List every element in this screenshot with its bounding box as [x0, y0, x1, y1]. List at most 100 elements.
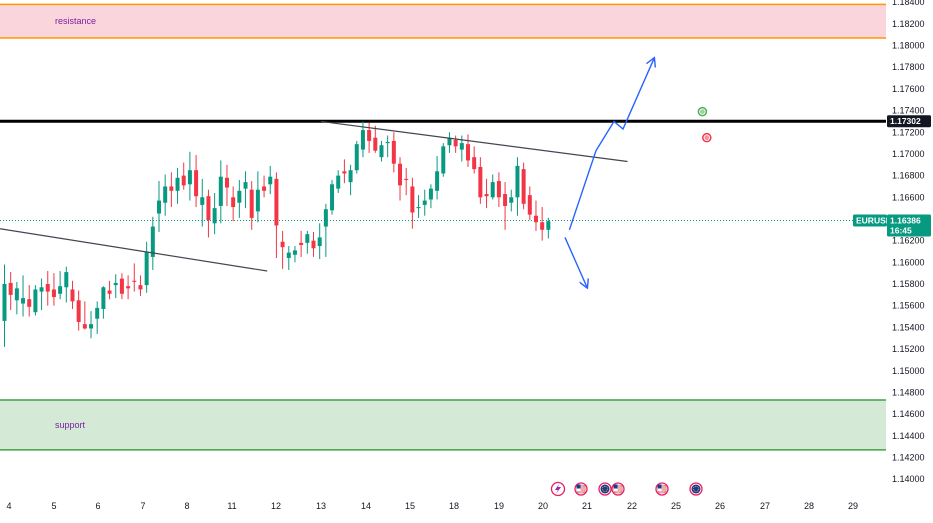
candle-body[interactable] [70, 289, 75, 302]
candle-body[interactable] [472, 157, 477, 170]
candle-body[interactable] [95, 307, 100, 319]
candle-body[interactable] [441, 146, 446, 174]
candle-body[interactable] [51, 289, 56, 298]
candle-body[interactable] [33, 289, 38, 313]
candle-body[interactable] [466, 144, 470, 161]
candle-body[interactable] [416, 207, 421, 209]
candle-body[interactable] [323, 209, 328, 227]
lower-trendline[interactable] [0, 228, 268, 272]
candle-body[interactable] [274, 178, 279, 226]
candle-body[interactable] [76, 300, 81, 322]
candle-body[interactable] [533, 215, 538, 223]
candle-body[interactable] [515, 165, 520, 198]
candle-body[interactable] [509, 197, 514, 203]
candle-body[interactable] [138, 285, 143, 290]
candle-body[interactable] [484, 194, 489, 197]
candle-body[interactable] [126, 286, 131, 289]
candle-body[interactable] [379, 145, 384, 158]
candle-body[interactable] [280, 241, 285, 248]
candle-body[interactable] [435, 171, 440, 191]
eu-event-icon[interactable] [598, 482, 612, 496]
candle-body[interactable] [410, 186, 415, 213]
bullish-breakout-arrow[interactable] [568, 59, 654, 231]
candle-body[interactable] [82, 324, 87, 329]
candle-body[interactable] [348, 170, 353, 183]
candle-body[interactable] [385, 142, 390, 144]
candle-body[interactable] [150, 226, 155, 257]
candle-body[interactable] [428, 188, 433, 200]
candle-body[interactable] [243, 182, 248, 189]
candle-body[interactable] [540, 222, 545, 230]
upper-trendline[interactable] [320, 120, 628, 163]
dividend-event-icon[interactable] [550, 481, 566, 497]
candle-body[interactable] [64, 272, 69, 288]
candle-body[interactable] [292, 250, 297, 255]
candle-body[interactable] [169, 186, 174, 191]
candle-body[interactable] [521, 169, 526, 204]
candle-body[interactable] [113, 282, 118, 286]
candle-body[interactable] [373, 137, 378, 151]
candle-body[interactable] [299, 242, 304, 245]
candle-body[interactable] [391, 140, 396, 164]
candle-body[interactable] [422, 200, 427, 205]
candle-body[interactable] [527, 195, 532, 215]
candle-body[interactable] [546, 221, 551, 230]
bearish-breakdown-arrow[interactable] [564, 237, 587, 287]
candle-body[interactable] [194, 170, 199, 197]
candle-body[interactable] [311, 240, 316, 249]
candle-body[interactable] [21, 298, 26, 304]
candle-body[interactable] [268, 176, 273, 185]
us-event-icon[interactable] [611, 482, 625, 496]
candle-body[interactable] [459, 143, 464, 150]
candle-body[interactable] [181, 175, 186, 186]
candle-body[interactable] [101, 287, 106, 309]
candle-body[interactable] [89, 324, 94, 329]
key-level-tag[interactable] [887, 115, 931, 128]
us-event-icon[interactable] [655, 482, 669, 496]
last-price-tag[interactable] [887, 214, 931, 237]
candle-body[interactable] [237, 190, 242, 203]
candle-body[interactable] [354, 144, 359, 171]
candle-body[interactable] [231, 197, 236, 208]
candle-body[interactable] [478, 166, 483, 198]
candle-body[interactable] [398, 163, 403, 186]
eu-event-icon[interactable] [689, 482, 703, 496]
candle-body[interactable] [39, 287, 44, 292]
candle-body[interactable] [330, 184, 335, 211]
candle-body[interactable] [27, 299, 32, 307]
candle-body[interactable] [206, 196, 211, 221]
candle-body[interactable] [342, 171, 347, 174]
candle-body[interactable] [249, 189, 254, 218]
candle-body[interactable] [119, 278, 124, 294]
candle-body[interactable] [490, 182, 495, 198]
time-scale[interactable] [0, 496, 886, 523]
candle-body[interactable] [58, 286, 63, 294]
candle-body[interactable] [8, 282, 13, 295]
candle-body[interactable] [218, 176, 223, 206]
candle-body[interactable] [224, 177, 229, 188]
symbol-tag[interactable] [853, 214, 887, 227]
candle-body[interactable] [157, 200, 161, 214]
candle-body[interactable] [367, 130, 372, 141]
candle-body[interactable] [360, 130, 365, 150]
candle-body[interactable] [200, 197, 205, 205]
candle-body[interactable] [163, 186, 168, 203]
candle-body[interactable] [132, 280, 137, 282]
candle-body[interactable] [336, 175, 341, 189]
candle-body[interactable] [404, 178, 409, 180]
candle-body[interactable] [2, 284, 7, 321]
candle-body[interactable] [305, 234, 310, 243]
candle-body[interactable] [212, 208, 217, 224]
candle-body[interactable] [447, 137, 452, 146]
candle-body[interactable] [175, 177, 180, 191]
candle-body[interactable] [453, 139, 458, 147]
us-event-icon[interactable] [574, 482, 588, 496]
candle-body[interactable] [255, 189, 260, 212]
candle-body[interactable] [503, 194, 508, 206]
candle-body[interactable] [317, 237, 322, 247]
candle-body[interactable] [107, 290, 112, 294]
candle-body[interactable] [45, 284, 50, 292]
price-scale[interactable] [886, 0, 933, 523]
candle-body[interactable] [187, 170, 192, 185]
